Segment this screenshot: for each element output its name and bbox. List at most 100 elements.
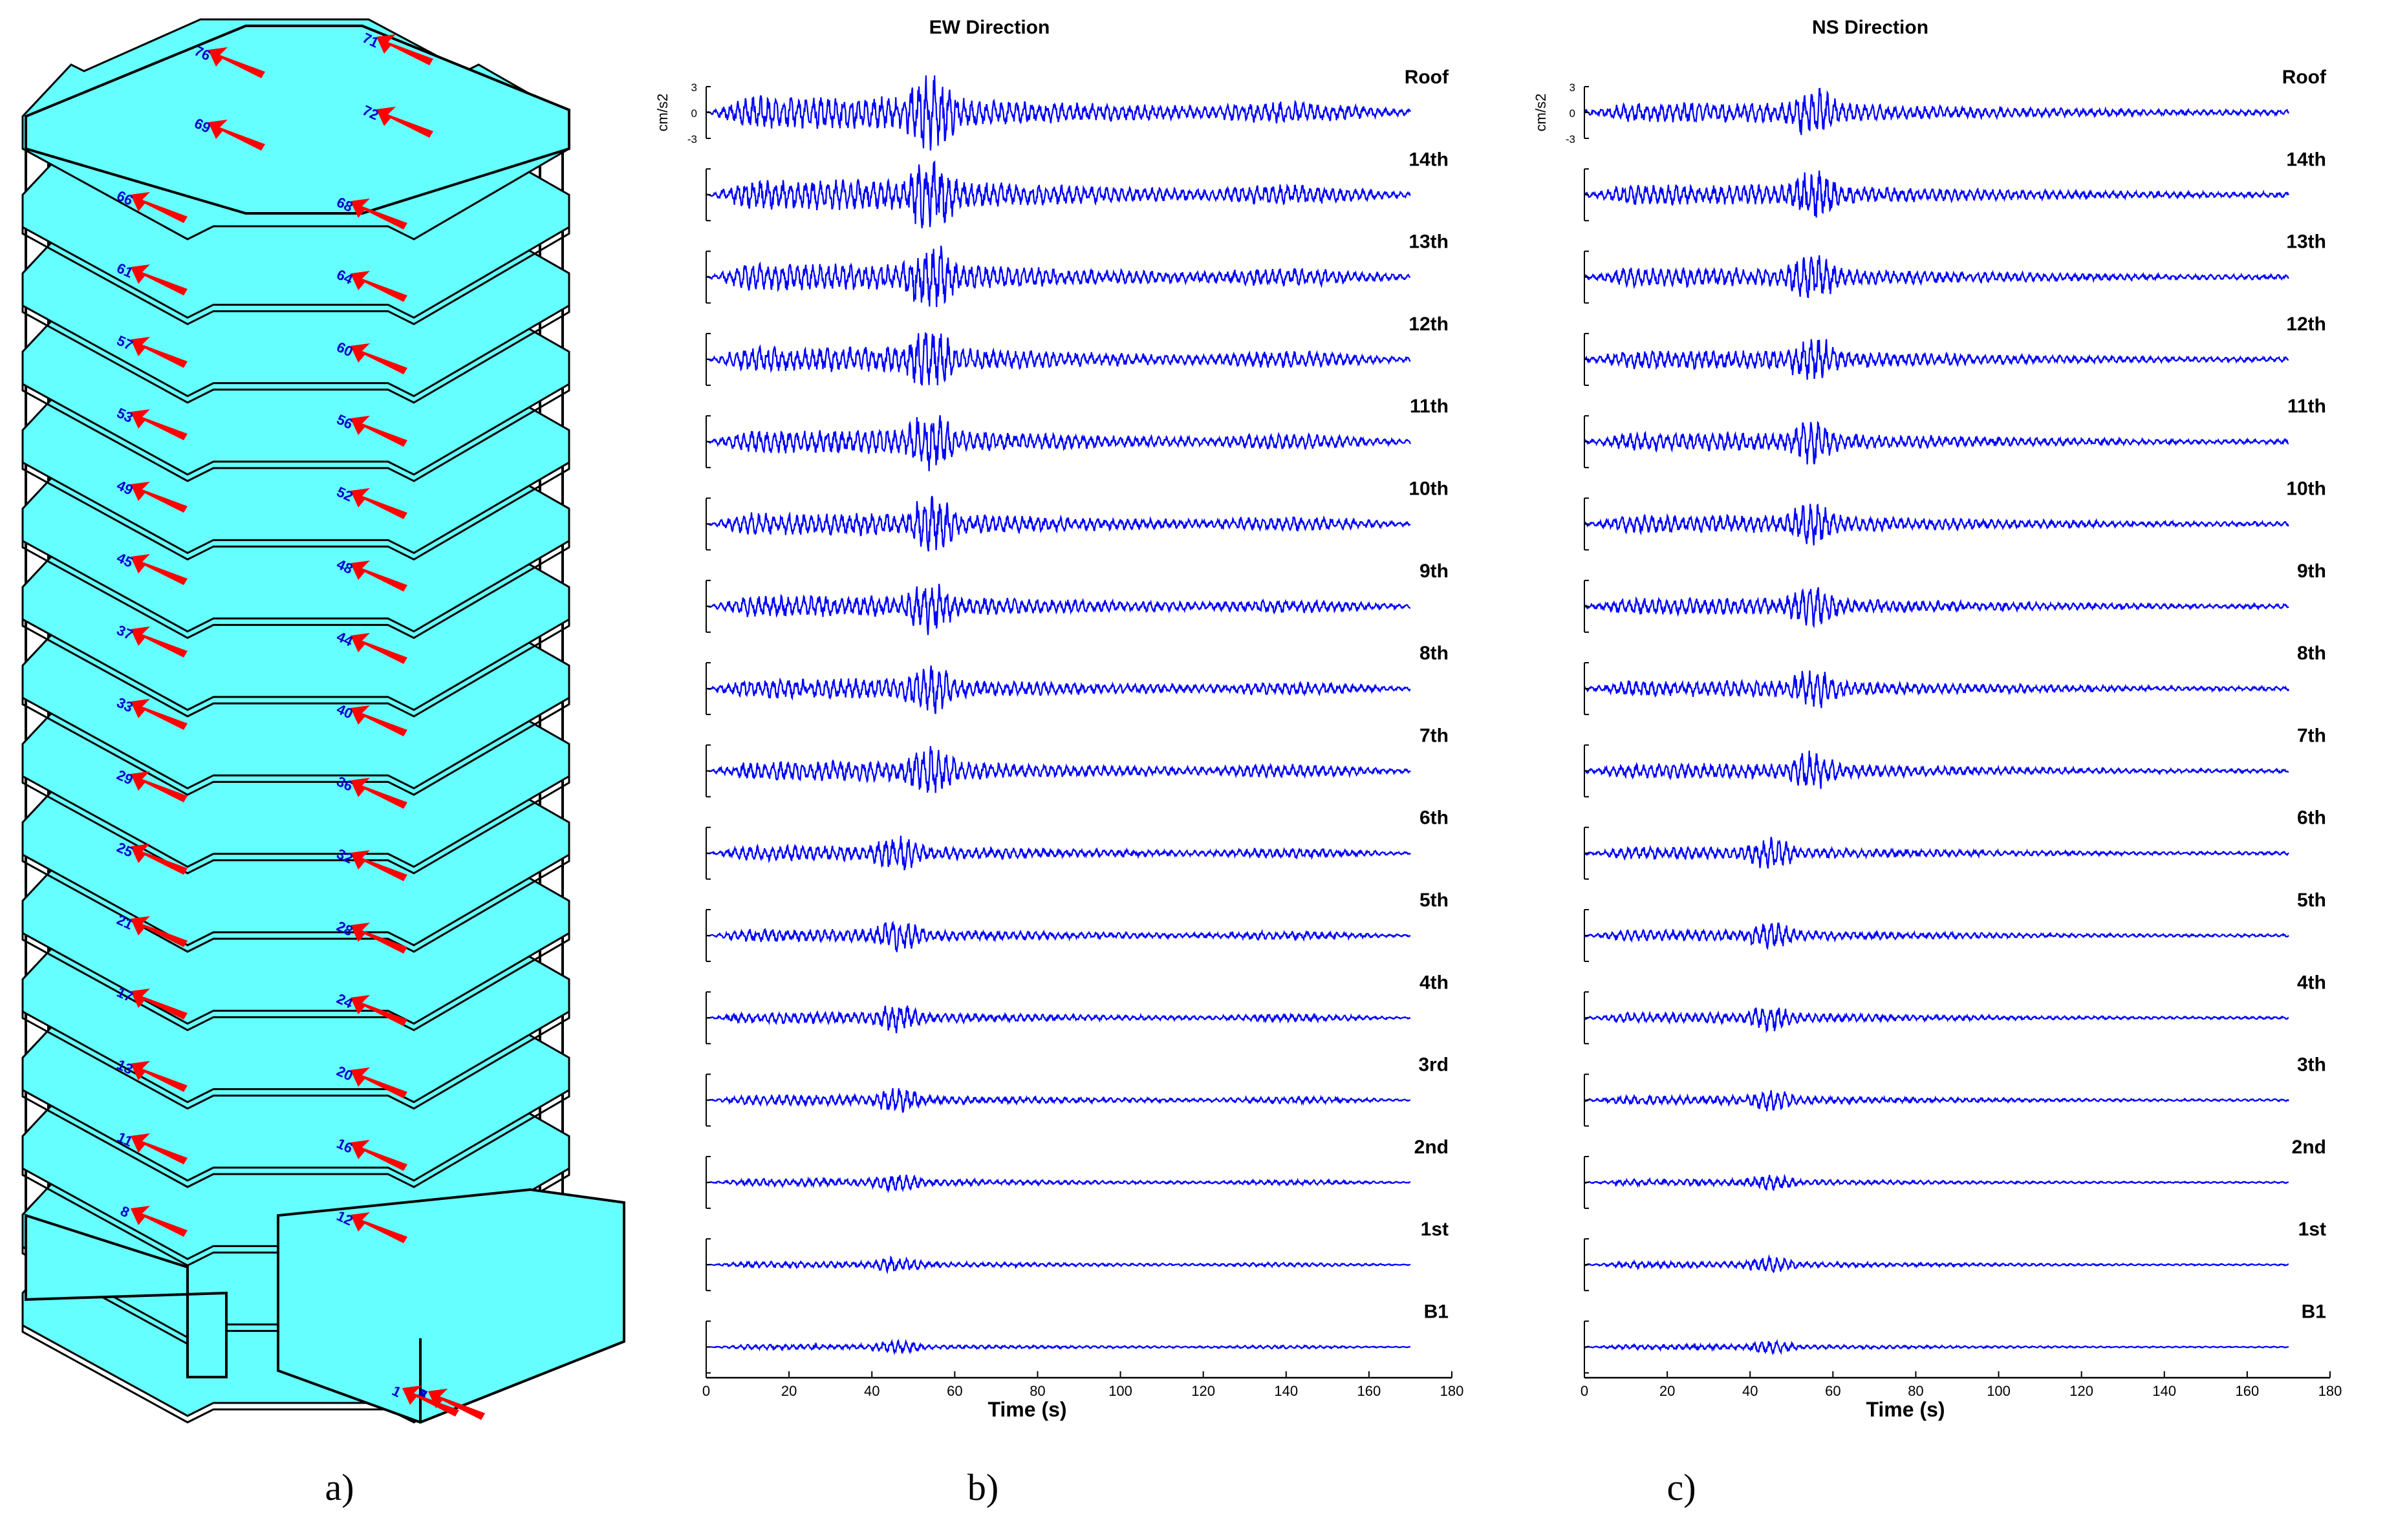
slab-edge: [21, 1011, 570, 1110]
waveform-trace: [706, 746, 1411, 793]
x-tick-label: 180: [1440, 1383, 1464, 1399]
floor-label: 11th: [2287, 396, 2326, 417]
basement-slab: [25, 1214, 228, 1378]
x-axis-label: Time (s): [1866, 1398, 1945, 1421]
x-tick-label: 140: [2152, 1383, 2176, 1399]
waveform-trace: [706, 332, 1411, 386]
floor-label: 9th: [2297, 561, 2326, 582]
chart-title: EW Direction: [929, 17, 1050, 38]
x-tick-label: 80: [1030, 1383, 1045, 1399]
waveform-trace: [1584, 503, 2289, 546]
sensor-arrow: [376, 34, 433, 65]
waveform-trace: [706, 583, 1410, 636]
sensor-arrow: [208, 120, 265, 151]
slab-edge: [21, 933, 570, 1032]
sensor-arrow: [131, 1061, 188, 1092]
floor-label: 10th: [1408, 478, 1449, 500]
slab-edge: [21, 305, 570, 404]
waveform-trace: [1584, 255, 2289, 299]
sensor-arrow: [131, 264, 188, 295]
sensor-arrow: [351, 633, 407, 664]
y-axis-unit: cm/s2: [654, 94, 671, 132]
waveform-trace: [1584, 1090, 2289, 1111]
sensor-arrow: [351, 995, 407, 1026]
waveform-trace: [706, 1088, 1411, 1113]
sensor-arrow: [351, 271, 407, 302]
floor-label: 3th: [2297, 1054, 2326, 1076]
waveform-trace: [1584, 1173, 2289, 1192]
ns-direction-panel: NS Direction Roof 3 0 -3 cm/s2 14th 13th 12th 11t…: [1533, 17, 2342, 1421]
x-tick-label: 20: [781, 1383, 797, 1399]
x-tick-label: 180: [2318, 1383, 2342, 1399]
annex-slab: [277, 1188, 625, 1424]
roof-slab: [25, 25, 570, 215]
floor-label: 14th: [1408, 149, 1449, 170]
sensor-arrow: [131, 482, 188, 513]
y-tick-label: -3: [687, 133, 697, 145]
waveform-trace: [706, 835, 1411, 871]
waveform-trace: [1584, 587, 2289, 629]
slab-edge: [21, 619, 570, 718]
waveform-trace: [706, 1338, 1411, 1356]
sensor-arrow: [351, 416, 407, 447]
sensor-arrow: [131, 1133, 188, 1164]
x-axis-label: Time (s): [987, 1398, 1066, 1421]
x-tick-label: 0: [1581, 1383, 1588, 1399]
slab-edge: [21, 462, 570, 561]
caption-a: a): [325, 1466, 354, 1508]
sensor-arrow: [351, 561, 407, 592]
sensor-arrow: [131, 844, 188, 875]
floor-label: 3rd: [1418, 1054, 1449, 1076]
waveform-trace: [1584, 670, 2289, 709]
x-tick-label: 100: [1987, 1383, 2011, 1399]
x-tick-label: 0: [702, 1383, 710, 1399]
x-tick-label: 60: [1825, 1383, 1840, 1399]
chart-title: NS Direction: [1812, 17, 1928, 38]
x-tick-label: 40: [864, 1383, 880, 1399]
floor-label: 12th: [1408, 314, 1449, 335]
floor-label: B1: [2302, 1301, 2326, 1323]
floor-label: 4th: [2297, 972, 2326, 993]
waveform-trace: [706, 245, 1411, 307]
y-axis-unit: cm/s2: [1533, 94, 1549, 132]
floor-label: 7th: [1419, 725, 1449, 746]
y-tick-label: -3: [1566, 133, 1575, 145]
waveform-trace: [1584, 751, 2289, 789]
waveform-trace: [1584, 837, 2289, 869]
waveform-trace: [1584, 1007, 2289, 1034]
waveform-trace: [706, 495, 1411, 551]
y-tick-label: 3: [691, 81, 697, 94]
floor-label: Roof: [1405, 67, 1449, 88]
sensor-arrow: [376, 107, 433, 138]
sensor-arrow: [131, 337, 188, 368]
waveform-trace: [706, 415, 1411, 471]
waveform-trace: [706, 665, 1411, 714]
waveform-trace: [706, 75, 1411, 151]
floor-label: 7th: [2297, 725, 2326, 746]
caption-b: b): [967, 1466, 998, 1508]
sensor-arrow: [131, 626, 188, 658]
floor-label: 14th: [2286, 149, 2326, 170]
floor-label: 5th: [1419, 890, 1449, 911]
waveform-trace: [1584, 339, 2289, 380]
sensor-arrow: [351, 198, 407, 230]
ew-direction-panel: EW Direction Roof 3 0 -3 cm/s2 14th 13th 12th 11t…: [654, 17, 1463, 1421]
sensor-arrow: [131, 989, 188, 1020]
floor-label: 1st: [2298, 1219, 2326, 1240]
x-tick-label: 80: [1908, 1383, 1923, 1399]
sensor-arrow: [351, 850, 407, 881]
sensor-arrow: [131, 699, 188, 730]
y-tick-label: 0: [1570, 107, 1575, 120]
floor-label: 11th: [1410, 396, 1449, 417]
floor-label: 12th: [2286, 314, 2326, 335]
sensor-arrow: [351, 705, 407, 736]
x-tick-label: 140: [1274, 1383, 1298, 1399]
waveform-trace: [1584, 1338, 2289, 1356]
waveform-trace: [1584, 922, 2289, 950]
waveform-trace: [1583, 87, 2289, 135]
waveform-trace: [706, 1174, 1411, 1193]
sensor-arrow: [351, 1212, 407, 1243]
sensor-arrow: [351, 778, 407, 809]
